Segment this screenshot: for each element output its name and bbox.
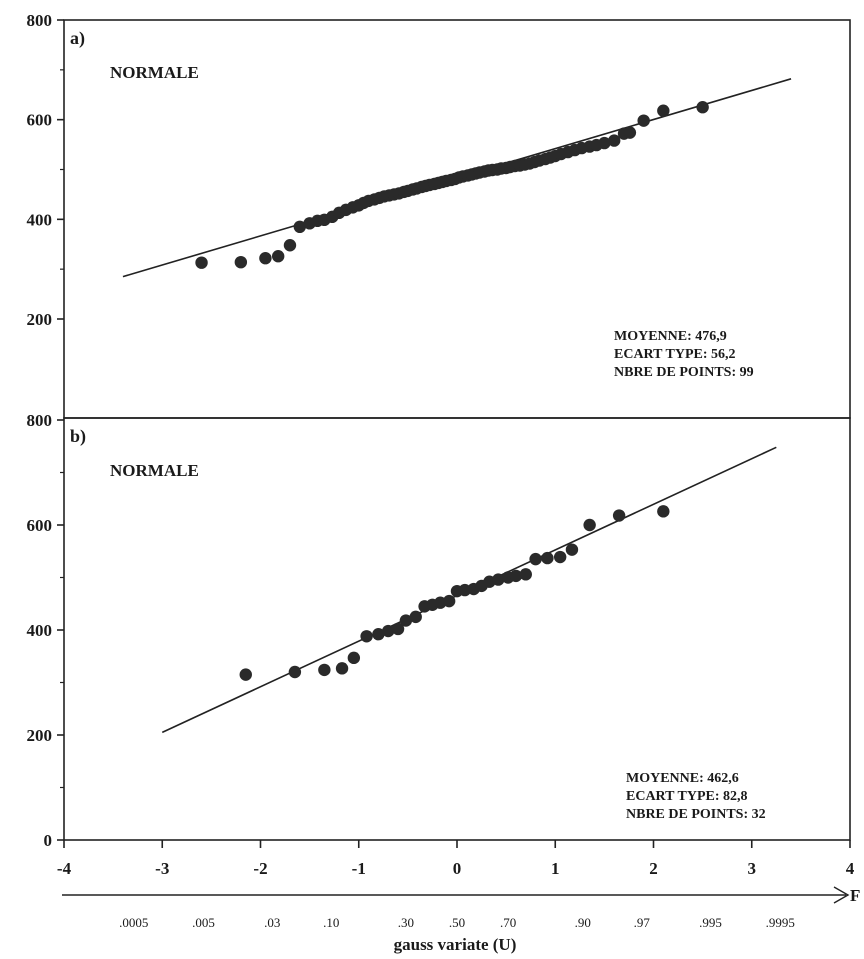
panel-0-data-point [283,239,297,252]
panel-1-data-point [239,668,252,681]
probability-tick-label: .30 [398,915,414,930]
panel-1-data-point [529,552,542,566]
panel-1-data-point [347,651,361,665]
x-tick-label: 1 [551,859,560,878]
panel-0-data-point [598,136,611,150]
panel-1-stat-line: ECART TYPE: 82,8 [626,789,748,804]
panel-0-data-point [271,250,285,263]
panel-1-y-tick-label: 200 [27,726,53,745]
x-tick-label: 2 [649,859,658,878]
panel-1-data-point [657,505,670,518]
panel-1-y-tick-label: 0 [44,831,53,850]
panel-1-data-point [409,610,422,624]
data-points [195,101,709,681]
panel-1-data-point [553,550,567,564]
panel-1-data-point [583,518,596,532]
panel-1-label: b) [70,426,86,447]
panel-0-y-tick-label: 200 [27,310,53,329]
panel-1-data-point [382,624,395,638]
panel-1-stat-line: MOYENNE: 462,6 [626,771,739,786]
panel-0-data-point [637,114,650,127]
probability-axis-label: F [850,886,860,905]
panel-1-data-point [318,663,331,677]
panel-0-data-point [623,126,637,139]
panel-0-stat-line: ECART TYPE: 56,2 [614,347,736,362]
panel-1-data-point [509,569,523,583]
panel-0-data-point [696,101,709,114]
panel-1-data-point [442,594,456,608]
x-tick-label: -4 [57,859,72,878]
probability-tick-label: .70 [500,915,516,930]
panel-1-data-point [541,551,554,565]
x-tick-label: -3 [155,859,169,878]
panel-0-stat-line: MOYENNE: 476,9 [614,329,727,344]
probability-tick-label: .005 [192,915,215,930]
probability-tick-label: .90 [575,915,591,930]
probability-tick-label: .9995 [766,915,795,930]
panel-1-data-point [288,665,302,679]
panel-1-y-tick-label: 600 [27,516,53,535]
panel-0-data-point [234,255,248,269]
x-axis-title: gauss variate (U) [394,935,517,954]
x-tick-label: -1 [352,859,366,878]
panel-1-y-tick-label: 800 [27,411,53,430]
probability-tick-label: .10 [323,915,339,930]
probability-tick-label: .97 [634,915,651,930]
panel-1-y-tick-label: 400 [27,621,53,640]
x-tick-label: 0 [453,859,462,878]
panel-1-data-point [612,509,626,522]
panel-1-data-point [360,630,373,643]
panel-1-stat-line: NBRE DE POINTS: 32 [626,807,766,822]
panel-0-distribution-label: NORMALE [110,63,199,82]
x-tick-label: 3 [748,859,757,878]
panel-0-data-point [657,104,670,117]
panel-0-y-tick-label: 400 [27,210,53,229]
panel-1-data-point [335,662,349,675]
panel-1-data-point [391,622,405,636]
panel-1-data-point [399,614,413,627]
probability-tick-label: .0005 [119,915,148,930]
panel-0-stat-line: NBRE DE POINTS: 99 [614,365,754,380]
probability-tick-label: .995 [699,915,722,930]
panel-1-data-point [565,543,579,556]
plot-frames [57,19,851,904]
probability-tick-label: .03 [264,915,280,930]
panel-0-data-point [259,252,272,265]
probability-tick-label: .50 [449,915,465,930]
panel-1-data-point [492,573,505,586]
panel-0-data-point [293,220,306,234]
panel-1-distribution-label: NORMALE [110,461,199,480]
panel-0-y-tick-label: 800 [27,11,53,30]
panel-0-data-point [195,256,208,269]
probability-axis-arrow [833,886,850,904]
x-tick-label: 4 [846,859,855,878]
x-tick-label: -2 [253,859,267,878]
panel-1-data-point [519,568,532,581]
panel-1-data-point [372,628,385,641]
panel-0-data-point [608,134,621,147]
panel-0-y-tick-label: 600 [27,111,53,130]
panel-0-label: a) [70,28,85,49]
